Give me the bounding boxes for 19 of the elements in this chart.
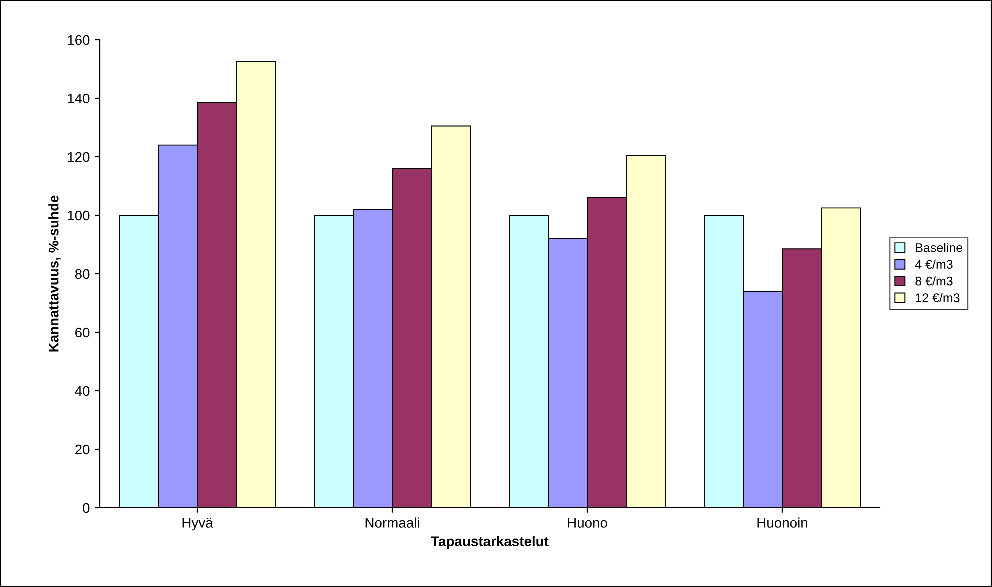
- x-axis-title: Tapaustarkastelut: [431, 536, 549, 550]
- y-tick-label: 160: [68, 35, 90, 46]
- y-tick-label: 60: [76, 328, 90, 338]
- legend-label: 12 €/m3: [916, 293, 960, 302]
- y-tick-label: 20: [76, 444, 90, 455]
- x-tick-label: Normaali: [366, 518, 420, 528]
- legend-label: Baseline: [916, 243, 963, 252]
- x-tick-label: Huono: [568, 518, 608, 528]
- legend-label: 4 €/m3: [915, 260, 953, 270]
- y-tick-label: 120: [68, 152, 90, 162]
- y-tick-label: 40: [75, 386, 90, 396]
- y-axis-title: Kannattavuus, %-suhde: [48, 196, 61, 352]
- y-tick-label: 100: [68, 210, 90, 221]
- y-tick-label: 140: [68, 94, 90, 104]
- y-tick-label: 80: [75, 269, 90, 280]
- legend-label: 8 €/m3: [916, 276, 953, 286]
- x-tick-label: Hyvä: [182, 518, 214, 531]
- x-tick-label: Huonoin: [758, 518, 808, 528]
- y-tick-label: 0: [83, 503, 90, 514]
